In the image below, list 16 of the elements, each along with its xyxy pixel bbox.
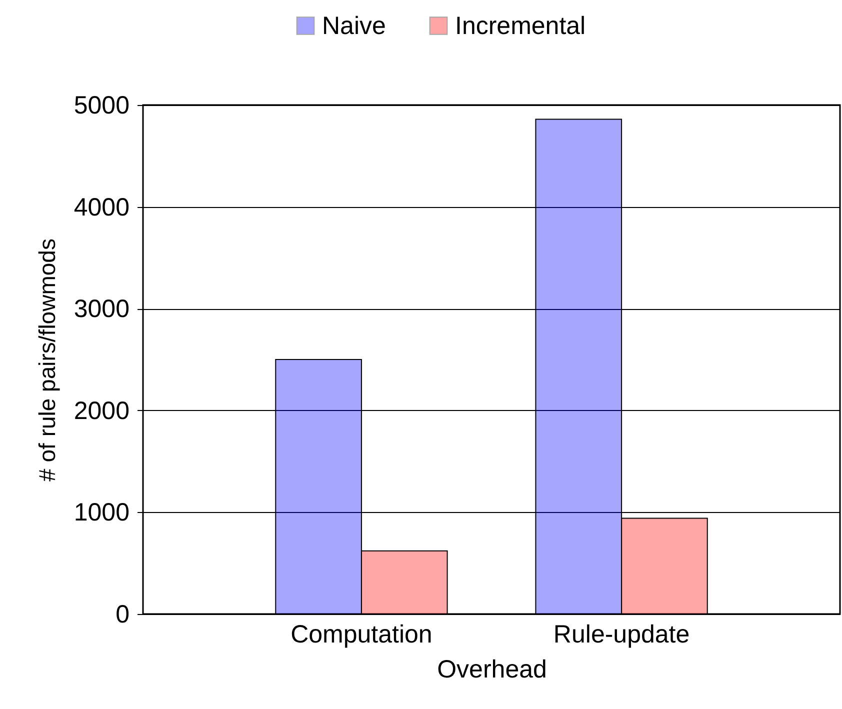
bar <box>621 518 708 614</box>
bar <box>535 118 622 614</box>
legend-label: Naive <box>322 12 386 40</box>
bar <box>275 359 362 614</box>
y-tick-label: 2000 <box>74 396 130 425</box>
x-axis-title: Overhead <box>437 656 547 684</box>
y-tick-label: 1000 <box>74 498 130 527</box>
y-axis-title: # of rule pairs/flowmods <box>34 238 60 482</box>
y-tick-label: 3000 <box>74 295 130 324</box>
x-tick-label: Computation <box>290 620 432 648</box>
legend-label: Incremental <box>455 12 586 40</box>
y-tick-label: 5000 <box>74 92 130 120</box>
y-tick-label: 4000 <box>74 193 130 222</box>
bar <box>360 550 448 614</box>
y-tick-label: 0 <box>116 600 130 628</box>
x-tick-label: Rule-update <box>553 620 690 648</box>
